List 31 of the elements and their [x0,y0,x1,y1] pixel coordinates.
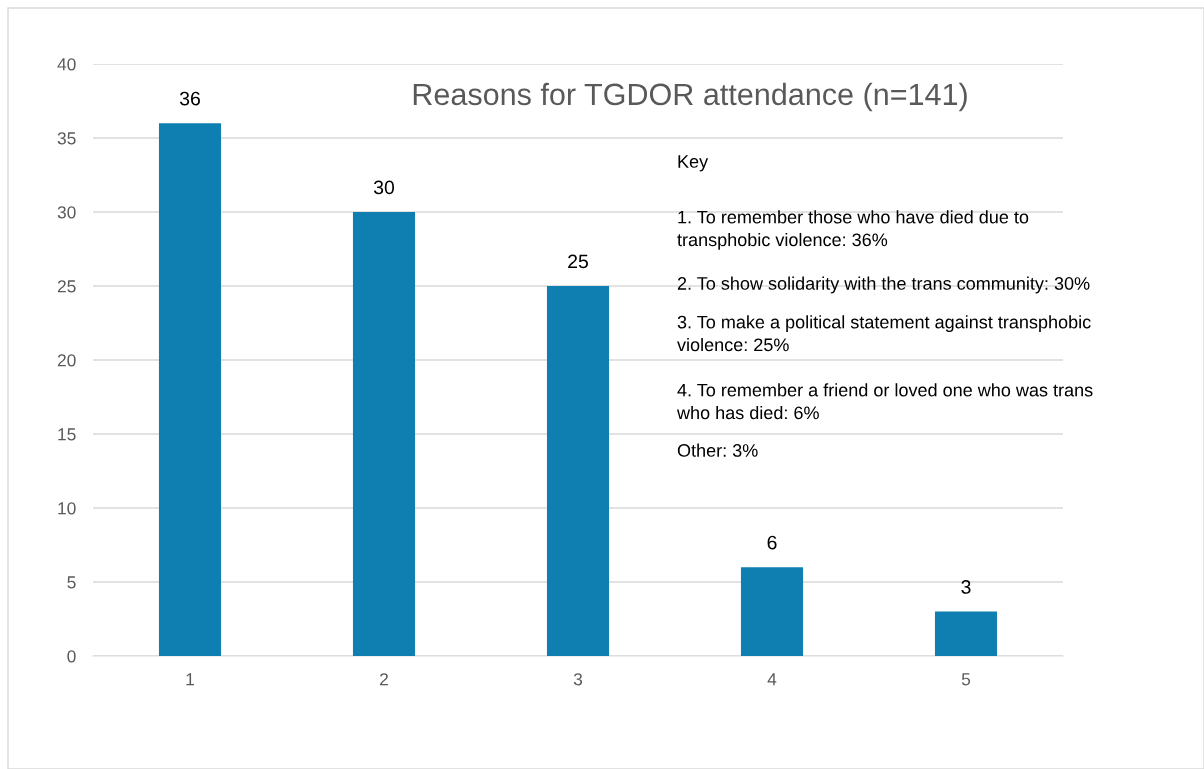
bar [546,286,610,656]
x-tick-label: 3 [573,673,583,686]
data-label: 30 [373,180,395,195]
text: Reasons for TGDOR attendance (n=141) [413,82,967,112]
bar [740,567,804,656]
y-tick-label: 15 [58,428,76,441]
data-label: 36 [179,91,200,106]
bar [158,123,222,656]
y-tick-label: 20 [57,354,76,367]
y-tick-label: 40 [57,58,76,71]
data-label: 25 [568,254,588,269]
data-label: 6 [767,535,777,550]
x-tick-label: 4 [767,673,777,686]
y-tick-label: 0 [67,650,76,663]
annotation: 1. To remember those who have died due to transphobic violence: 36% [677,210,1029,250]
y-tick-label: 25 [57,280,76,293]
annotation: 4. To remember a friend or loved one who was trans who has died: 6% [676,383,1093,420]
annotation: 2. To show solidarity with the trans community: 30% [677,276,1090,294]
annotation: 3. To make a political statement against transphobic violence: 25% [677,315,1091,352]
x-tick-label: 5 [961,673,971,686]
y-tick-label: 5 [67,576,76,589]
y-tick-label: 10 [58,502,76,515]
bar [352,212,416,656]
x-tick-label: 2 [380,673,388,686]
x-tick-label: 1 [186,673,194,686]
data-label: 3 [961,580,971,594]
annotation: Key [678,155,709,172]
y-tick-label: 30 [57,206,76,219]
annotation: Other: 3% [677,443,758,457]
bar [934,611,998,656]
y-tick-label: 35 [57,132,76,145]
